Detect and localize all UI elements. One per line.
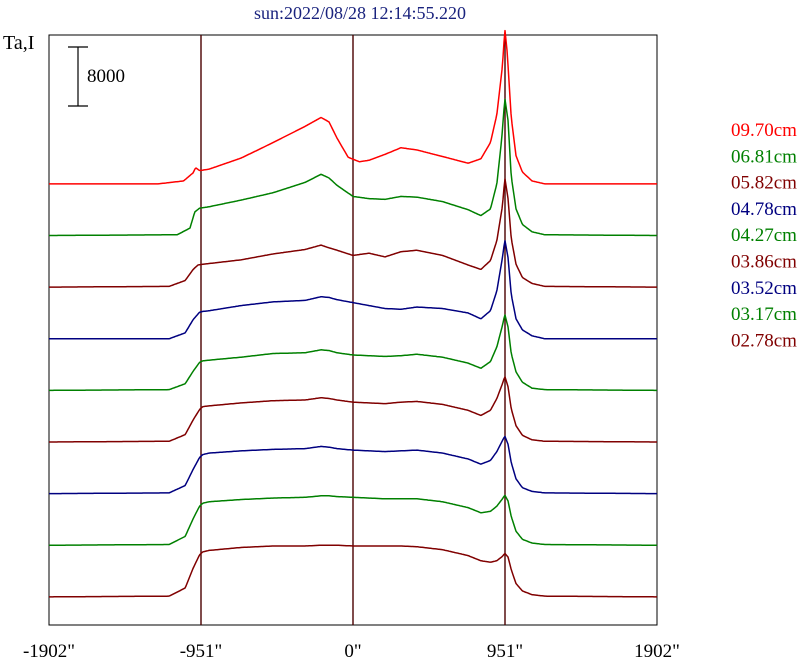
legend-item-03.86cm: 03.86cm <box>731 252 797 273</box>
x-tick-label-0: -1902" <box>23 641 75 662</box>
legend-item-09.70cm: 09.70cm <box>731 120 797 141</box>
series-line-03.17cm <box>48 494 658 547</box>
chart-title: sun:2022/08/28 12:14:55.220 <box>254 3 466 23</box>
legend-item-06.81cm: 06.81cm <box>731 146 797 167</box>
x-tick-label-1: -951" <box>180 641 223 662</box>
legend-item-05.82cm: 05.82cm <box>731 173 797 194</box>
series-line-06.81cm <box>49 98 657 237</box>
series-line-03.86cm <box>49 376 657 443</box>
legend-item-02.78cm: 02.78cm <box>731 330 797 351</box>
legend-item-03.52cm: 03.52cm <box>731 278 797 299</box>
legend-item-04.27cm: 04.27cm <box>731 225 797 246</box>
series-line-02.78cm <box>49 544 657 598</box>
y-axis-label: Ta,I <box>3 32 34 54</box>
series-line-04.78cm <box>49 240 657 340</box>
x-tick-label-3: 951" <box>487 641 523 662</box>
legend-item-03.17cm: 03.17cm <box>731 304 797 325</box>
intensity-scale-bar: 8000 <box>68 46 125 107</box>
series-line-09.70cm <box>49 29 657 185</box>
series-line-04.27cm <box>49 314 657 392</box>
series-line-03.52cm <box>49 435 657 495</box>
series-line-05.82cm <box>49 178 657 288</box>
x-tick-label-2: 0" <box>344 641 361 662</box>
scale-bar-label: 8000 <box>87 66 125 87</box>
x-tick-label-4: 1902" <box>634 641 680 662</box>
legend-item-04.78cm: 04.78cm <box>731 199 797 220</box>
